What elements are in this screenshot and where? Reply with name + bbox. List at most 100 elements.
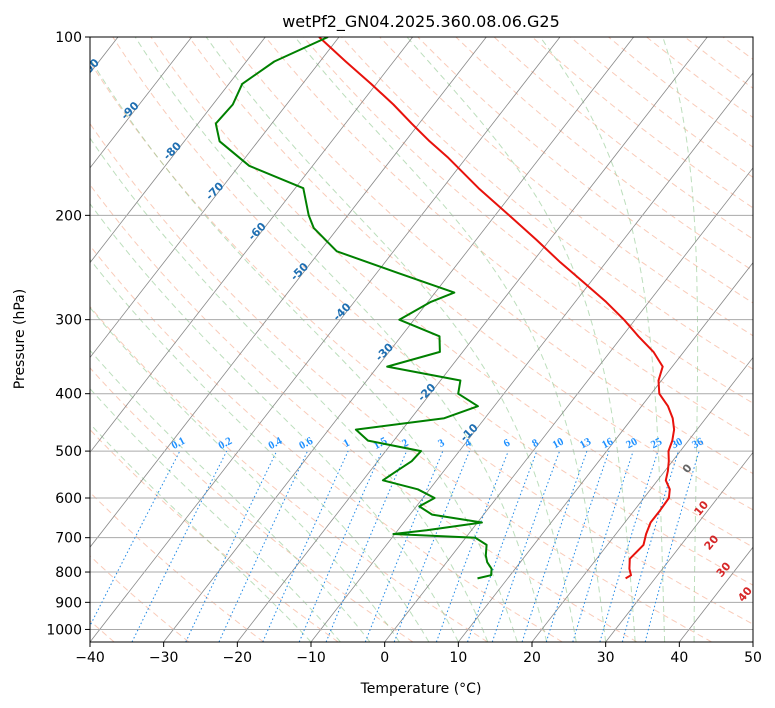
mixing-ratio-label: 0.4 (266, 435, 284, 452)
x-tick-label: 30 (597, 650, 615, 666)
isotherm-label: -60 (246, 220, 269, 243)
dry-adiabat (90, 183, 638, 642)
moist-adiabat-label: 0 (680, 461, 695, 475)
dry-adiabat (90, 122, 712, 642)
mixing-ratio-line (599, 450, 659, 642)
dry-adiabat (226, 37, 753, 475)
dry-adiabat (90, 61, 753, 625)
x-tick-label: −30 (149, 650, 179, 666)
dewpoint-profile (214, 37, 493, 580)
y-tick-label: 100 (55, 30, 82, 46)
mixing-ratio-line (90, 450, 181, 628)
profiles (214, 37, 676, 580)
isotherm (752, 641, 753, 642)
moist-adiabat (90, 258, 430, 642)
x-tick-label: −20 (223, 650, 253, 666)
mixing-ratio-label: 2 (400, 437, 411, 450)
mixing-ratio-line (491, 450, 561, 642)
x-tick-label: 0 (380, 650, 389, 666)
y-axis-label: Pressure (hPa) (12, 289, 28, 389)
mixing-ratio-label: 6 (502, 437, 513, 450)
temperature-profile (318, 37, 676, 580)
mixing-ratio-line (545, 450, 610, 642)
dry-adiabat (417, 37, 753, 304)
moist-adiabat (90, 57, 518, 642)
mixing-ratio-label: 10 (550, 435, 566, 451)
dry-adiabat (90, 428, 339, 642)
dry-adiabat (90, 367, 414, 642)
dry-adiabat (90, 244, 563, 642)
mixing-ratio-line (644, 450, 700, 642)
mixing-ratio-line (435, 450, 509, 642)
x-axis-label: Temperature (°C) (360, 681, 482, 697)
mixing-ratio-line (467, 450, 538, 642)
moist-adiabat (134, 37, 548, 642)
moist-adiabat (90, 137, 489, 642)
dry-adiabat (684, 37, 753, 89)
mixing-ratio-labels: 0.1 0.2 0.4 0.6 1 1.5 2 3 4 6 8 10 13 16 20 25 30 36 (170, 435, 706, 452)
isotherm (90, 37, 340, 359)
dry-adiabat (188, 37, 753, 511)
moist-adiabat-label: 10 (691, 498, 711, 518)
moist-adiabat (406, 37, 636, 642)
mixing-ratio-line (393, 450, 470, 642)
mixing-ratio-line (131, 450, 228, 642)
y-tick-label: 500 (55, 444, 82, 460)
dry-adiabat (150, 37, 753, 548)
dry-adiabat (341, 37, 753, 370)
dry-adiabat (761, 37, 775, 642)
isotherm (384, 167, 753, 642)
moist-adiabat-label: 30 (714, 559, 734, 579)
y-tick-label: 900 (55, 595, 82, 611)
moist-adiabat (662, 37, 699, 642)
x-tick-label: 20 (523, 650, 541, 666)
mixing-ratio-label: 3 (436, 437, 447, 450)
isotherm (531, 356, 753, 642)
mixing-ratio-label: 16 (600, 435, 616, 451)
dry-adiabat (455, 37, 753, 272)
chart-title: wetPf2_GN04.2025.360.08.06.G25 (282, 12, 560, 32)
moist-adiabat (539, 37, 666, 642)
moist-adiabat-label: 20 (702, 532, 722, 552)
y-tick-label: 700 (55, 531, 82, 547)
isotherm-labels: -100-90-80-70-60-50-40-30-20-10 (90, 56, 481, 444)
x-tick-label: 40 (670, 650, 688, 666)
isotherm (90, 37, 413, 453)
isotherm (237, 37, 708, 642)
isotherm (605, 451, 753, 642)
mixing-ratio-line (218, 450, 308, 642)
isotherm (310, 72, 753, 642)
mixing-ratio-label: 25 (649, 435, 665, 451)
plot-frame (89, 36, 754, 643)
isotherm (163, 37, 634, 642)
x-tick-label: −40 (75, 650, 105, 666)
moist-adiabat (90, 203, 459, 642)
mixing-ratio-line (572, 450, 634, 642)
x-axis: −40 −30 −20 −10 0 10 20 30 40 50 (75, 642, 762, 666)
isotherm (90, 37, 266, 264)
isotherm-label: -50 (288, 260, 311, 283)
isotherm-label: -20 (415, 381, 438, 404)
dry-adiabat (531, 37, 753, 209)
y-tick-label: 400 (55, 387, 82, 403)
mixing-ratio-line (364, 450, 444, 642)
y-tick-label: 800 (55, 565, 82, 581)
isotherm (90, 37, 561, 642)
y-tick-label: 600 (55, 491, 82, 507)
dry-adiabat (493, 37, 753, 240)
mixing-ratio-line (262, 450, 349, 642)
mixing-ratio-label: 20 (624, 435, 640, 451)
moist-adiabat (90, 306, 400, 642)
dry-adiabat (112, 37, 753, 586)
mixing-ratio-line (621, 450, 679, 642)
moist-adiabat (294, 37, 607, 642)
moist-adiabat (90, 423, 312, 642)
mixing-ratio-label: 0.6 (297, 435, 315, 452)
dry-adiabat (303, 37, 753, 404)
y-tick-label: 1000 (46, 622, 82, 638)
dry-adiabat (90, 305, 488, 642)
y-axis: 100 200 300 400 500 600 700 800 900 1000 (46, 30, 90, 638)
isotherm (458, 262, 753, 642)
isotherm-label: -90 (118, 99, 141, 122)
y-tick-label: 200 (55, 208, 82, 224)
